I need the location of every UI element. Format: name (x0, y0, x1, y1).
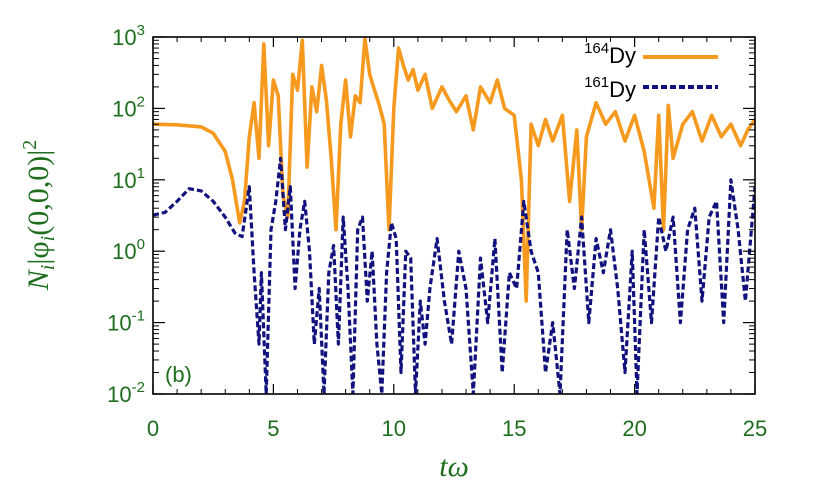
x-tick-label: 20 (622, 416, 646, 441)
legend: 164Dy 161Dy (584, 40, 718, 102)
svg-text:Ni|φi(0,0,0)|2: Ni|φi(0,0,0)|2 (19, 140, 59, 291)
y-tick-label: 101 (112, 165, 145, 193)
series-line-161dy (153, 156, 755, 394)
x-axis-label: tω (439, 450, 469, 483)
y-tick-labels: 10-2 10-1 100 101 102 103 (107, 22, 145, 407)
y-tick-label: 100 (112, 236, 145, 264)
legend-label-161dy: 161Dy (584, 74, 636, 102)
x-tick-label: 5 (267, 416, 279, 441)
y-tick-label: 102 (112, 93, 145, 121)
y-tick-label: 103 (112, 22, 145, 50)
y-tick-label: 10-1 (107, 308, 145, 336)
x-tick-labels: 0 5 10 15 20 25 (147, 416, 767, 441)
x-tick-label: 0 (147, 416, 159, 441)
ticks-layer (152, 36, 756, 395)
legend-label-164dy: 164Dy (584, 40, 636, 68)
x-tick-label: 25 (743, 416, 767, 441)
y-axis-label: Ni|φi(0,0,0)|2 (19, 140, 59, 291)
plot-frame (152, 36, 756, 395)
series-line-164dy (153, 37, 755, 303)
x-tick-label: 15 (502, 416, 526, 441)
panel-label: (b) (165, 362, 192, 387)
y-tick-label: 10-2 (107, 379, 145, 407)
series-layer (153, 37, 755, 394)
x-tick-label: 10 (382, 416, 406, 441)
